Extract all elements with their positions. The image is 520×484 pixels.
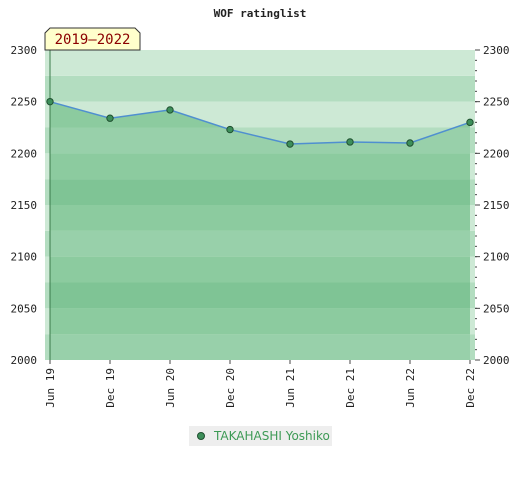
data-point (166, 106, 174, 114)
y-tick-label-right: 2050 (483, 302, 510, 315)
data-point (406, 139, 414, 147)
area-band (50, 179, 470, 205)
x-tick-label: Jun 22 (404, 368, 417, 408)
background-band (45, 75, 475, 102)
chart-title: WOF ratinglist (214, 7, 307, 20)
x-tick-label: Dec 22 (464, 368, 477, 408)
legend-marker-icon (197, 432, 205, 440)
x-tick-label: Dec 21 (344, 368, 357, 408)
area-band (50, 282, 470, 309)
data-point (286, 140, 294, 148)
x-tick-label: Dec 19 (104, 368, 117, 408)
period-badge (44, 27, 141, 51)
series-line (49, 100, 471, 145)
x-tick-label: Jun 21 (284, 368, 297, 408)
y-tick-label-right: 2300 (483, 44, 510, 57)
background-band (45, 50, 475, 76)
x-tick-label: Jun 20 (164, 368, 177, 408)
data-point (46, 97, 54, 106)
data-point (466, 118, 474, 127)
y-tick-label-left: 2100 (11, 251, 38, 264)
y-tick-label-left: 2050 (11, 302, 38, 315)
y-tick-label-left: 2300 (11, 44, 38, 57)
area-band (50, 256, 470, 283)
y-tick-label-left: 2250 (11, 96, 38, 109)
x-tick-label: Dec 20 (224, 368, 237, 408)
y-tick-label-left: 2200 (11, 147, 38, 160)
area-band (50, 308, 470, 335)
y-tick-label-right: 2000 (483, 354, 510, 367)
y-tick-label-right: 2200 (483, 147, 510, 160)
y-tick-label-left: 2000 (11, 354, 38, 367)
x-tick-label: Jun 19 (44, 368, 57, 408)
y-tick-label-right: 2250 (483, 96, 510, 109)
area-band (50, 230, 470, 257)
data-point (106, 114, 114, 122)
area-band (50, 153, 470, 180)
area-band (50, 205, 470, 231)
y-tick-label-left: 2150 (11, 199, 38, 212)
area-band (50, 334, 470, 360)
legend-label: TAKAHASHI Yoshiko (214, 429, 330, 443)
period-badge-label: 2019–2022 (55, 32, 131, 48)
y-tick-label-right: 2150 (483, 199, 510, 212)
data-point (346, 138, 354, 146)
data-point (226, 125, 234, 134)
legend: TAKAHASHI Yoshiko (189, 426, 332, 446)
y-tick-label-right: 2100 (483, 251, 510, 264)
